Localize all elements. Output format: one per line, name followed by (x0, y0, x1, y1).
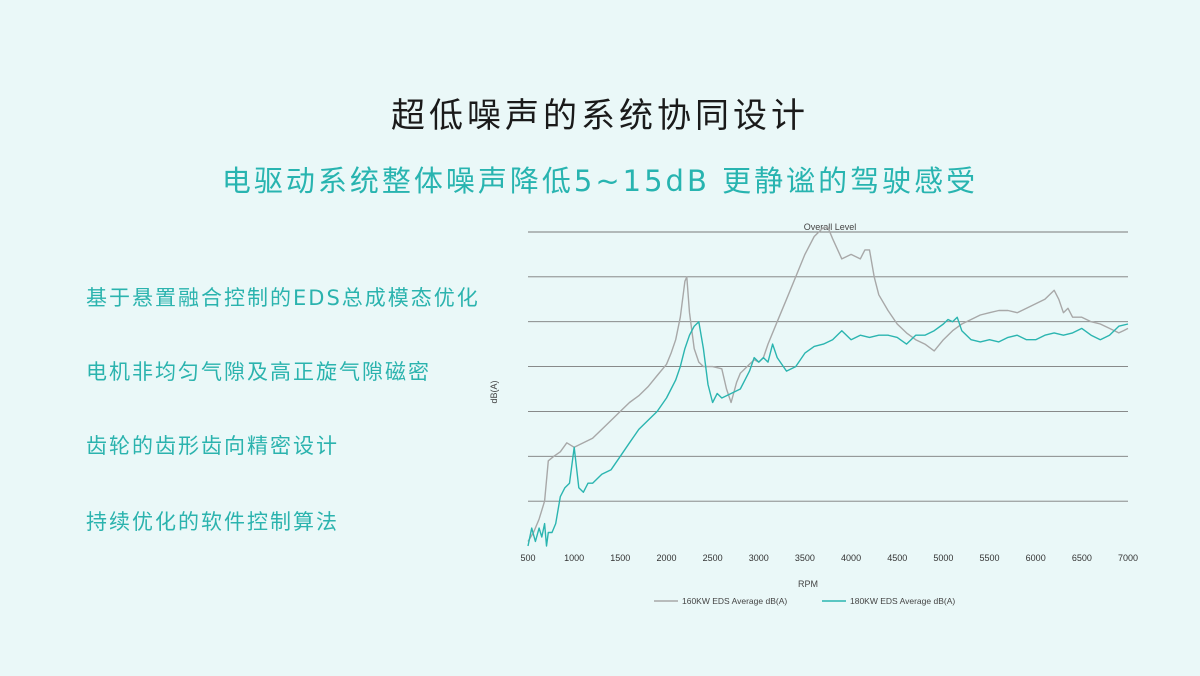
x-tick-label: 4000 (841, 553, 861, 563)
series-line-1 (527, 226, 1129, 542)
slide-title: 超低噪声的系统协同设计 (391, 96, 809, 136)
legend-label: 180KW EDS Average dB(A) (850, 596, 955, 606)
x-tick-label: 7000 (1118, 553, 1138, 563)
legend: 160KW EDS Average dB(A) 180KW EDS Average… (654, 596, 955, 606)
feature-item: 齿轮的齿形齿向精密设计 (86, 434, 339, 458)
slide-subtitle: 电驱动系统整体噪声降低5~15dB 更静谧的驾驶感受 (221, 164, 979, 198)
series-lines (527, 226, 1129, 547)
x-tick-label: 6500 (1072, 553, 1092, 563)
y-axis-label: dB(A) (489, 380, 499, 403)
legend-label: 160KW EDS Average dB(A) (682, 596, 787, 606)
x-tick-label: 3000 (749, 553, 769, 563)
series-line-2 (527, 316, 1129, 547)
x-tick-label: 5000 (933, 553, 953, 563)
feature-item: 基于悬置融合控制的EDS总成模态优化 (86, 286, 480, 310)
x-tick-label: 5500 (980, 553, 1000, 563)
x-tick-label: 1500 (610, 553, 630, 563)
x-tick-label: 4500 (887, 553, 907, 563)
x-tick-label: 3500 (795, 553, 815, 563)
y-gridlines (528, 231, 1128, 502)
x-tick-label: 2500 (703, 553, 723, 563)
feature-item: 持续优化的软件控制算法 (86, 510, 339, 534)
feature-item: 电机非均匀气隙及高正旋气隙磁密 (86, 360, 431, 384)
chart-title: Overall Level (804, 222, 857, 232)
x-tick-label: 1000 (564, 553, 584, 563)
x-tick-labels: 500 1000 1500 2000 2500 3000 3500 4000 4500 5000 5… (520, 553, 1138, 563)
x-tick-label: 6000 (1026, 553, 1046, 563)
x-axis-label: RPM (798, 579, 818, 589)
x-tick-label: 2000 (656, 553, 676, 563)
x-tick-label: 500 (520, 553, 535, 563)
